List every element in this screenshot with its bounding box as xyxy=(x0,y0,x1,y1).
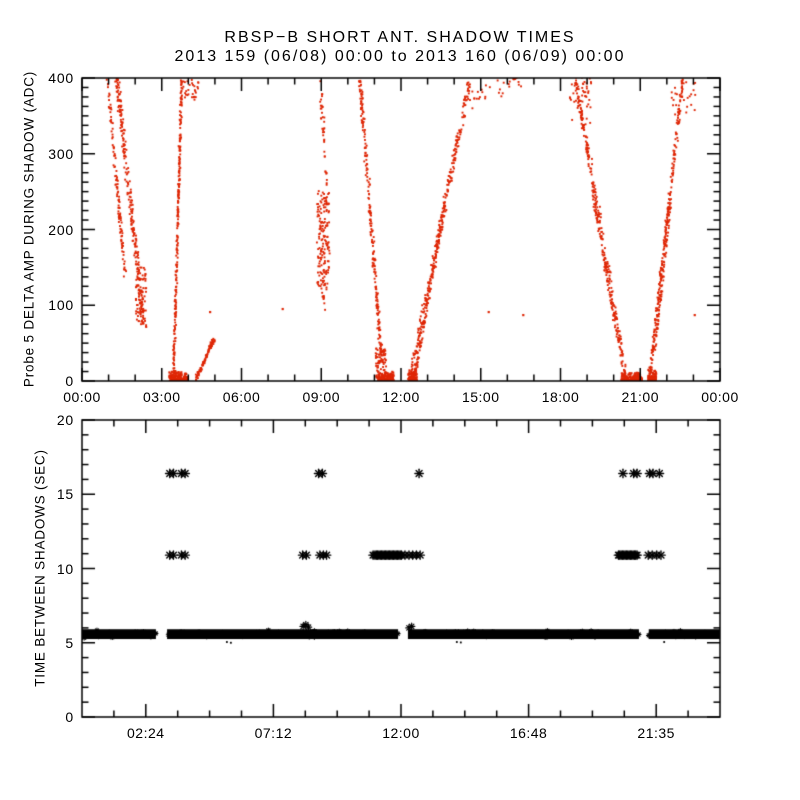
top-panel-y-tick-label: 300 xyxy=(48,145,74,162)
top-panel-x-tick-label: 03:00 xyxy=(142,389,181,405)
bottom-panel-x-tick-label: 12:00 xyxy=(382,725,420,741)
top-panel-x-tick-label: 09:00 xyxy=(302,389,341,405)
top-panel-x-tick-label: 00:00 xyxy=(701,389,739,405)
bottom-panel-x-tick-label: 16:48 xyxy=(509,725,548,741)
top-panel-x-tick-label: 18:00 xyxy=(541,389,580,405)
top-panel-y-tick-label: 200 xyxy=(48,221,74,238)
bottom-panel-x-tick-label: 21:35 xyxy=(637,725,675,741)
top-panel-x-tick-label: 12:00 xyxy=(382,389,420,405)
bottom-panel-y-tick-label: 10 xyxy=(56,560,74,577)
chart-subtitle: 2013 159 (06/08) 00:00 to 2013 160 (06/0… xyxy=(174,48,626,65)
chart-title: RBSP−B SHORT ANT. SHADOW TIMES xyxy=(224,29,576,46)
bottom-panel-y-tick-label: 5 xyxy=(65,634,74,651)
bottom-panel-x-tick-label: 02:24 xyxy=(127,725,165,741)
bottom-panel-y-tick-label: 0 xyxy=(65,709,74,725)
top-panel-x-tick-label: 06:00 xyxy=(222,389,261,405)
bottom-panel-y-tick-label: 20 xyxy=(56,412,74,428)
top-panel-y-tick-label: 0 xyxy=(65,373,74,389)
bottom-panel-x-tick-label: 07:12 xyxy=(254,725,293,741)
top-panel-x-tick-label: 15:00 xyxy=(461,389,500,405)
top-panel-y-tick-label: 100 xyxy=(48,297,74,314)
top-panel-x-tick-label: 00:00 xyxy=(63,389,101,405)
top-panel-y-tick-label: 400 xyxy=(48,70,74,86)
top-panel-x-tick-label: 21:00 xyxy=(621,389,660,405)
bottom-panel-y-tick-label: 15 xyxy=(56,486,74,503)
